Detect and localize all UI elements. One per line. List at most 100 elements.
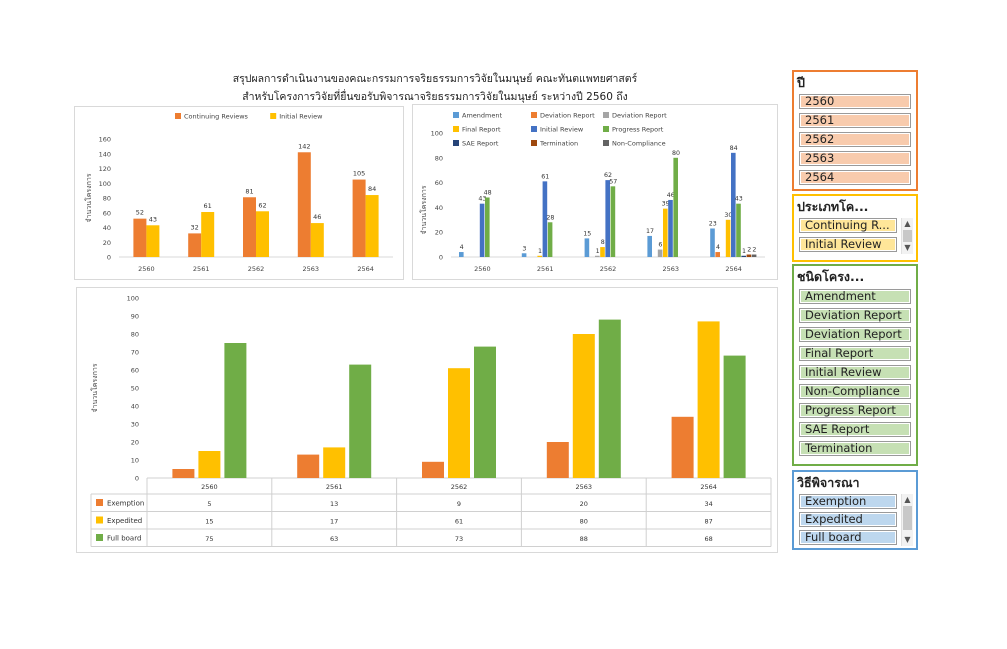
- table-row-label: Full board: [107, 535, 141, 543]
- y-tick-label: 40: [131, 403, 139, 411]
- slicer-kind-item-final[interactable]: Final Report: [799, 346, 911, 361]
- slicer-method-item-fullboard[interactable]: Full board: [799, 530, 897, 545]
- chart-review-type-panel[interactable]: 0 20 40 60 80 100 120 140 160 จำนวนโครงการ 2560 52 4…: [74, 106, 404, 280]
- bar-continuing-reviews: [297, 152, 311, 257]
- x-tick-label: 2561: [193, 265, 210, 273]
- slicer-type-item-initial[interactable]: Initial Review: [799, 237, 897, 252]
- bar-series-0: [459, 252, 464, 257]
- bar-exemption: [172, 469, 195, 478]
- x-tick-label: 2562: [600, 265, 617, 273]
- scroll-thumb[interactable]: [903, 506, 912, 530]
- data-label: 2: [747, 247, 751, 254]
- slicer-year-item-2564[interactable]: 2564: [799, 170, 911, 185]
- chart-method-panel[interactable]: 0 10 20 30 40 50 60 70 80 90 100 จำนวนโครงการ 2560 5 1…: [76, 287, 778, 553]
- slicer-kind-item-initial[interactable]: Initial Review: [799, 365, 911, 380]
- x-tick-label: 2562: [248, 265, 265, 273]
- y-tick-label: 80: [103, 195, 111, 203]
- scroll-thumb[interactable]: [903, 230, 912, 242]
- scroll-down-icon[interactable]: ▼: [904, 243, 911, 252]
- data-label: 80: [672, 150, 680, 157]
- slicer-year-item-2561[interactable]: 2561: [799, 113, 911, 128]
- table-row-label: Expedited: [107, 517, 142, 525]
- slicer-review-type[interactable]: ประเภทโค... Continuing R... Initial Revi…: [792, 194, 918, 262]
- y-tick-label: 100: [127, 295, 139, 303]
- bar-series-0: [647, 235, 652, 257]
- slicer-kind-item-noncompliance[interactable]: Non-Compliance: [799, 384, 911, 399]
- bar-series-3: [537, 255, 542, 257]
- data-label: 1: [596, 248, 600, 255]
- bar-exemption: [422, 461, 444, 478]
- data-label: 39: [662, 201, 670, 208]
- x-tick-label: 2562: [451, 483, 468, 491]
- y-tick-label: 10: [131, 457, 139, 465]
- slicer-kind-item-progress[interactable]: Progress Report: [799, 403, 911, 418]
- slicer-year[interactable]: ปี 2560 2561 2562 2563 2564: [792, 70, 918, 191]
- slicer-kind-item-amendment[interactable]: Amendment: [799, 289, 911, 304]
- table-cell: 9: [457, 500, 461, 508]
- table-cell: 88: [580, 535, 588, 543]
- slicer-year-title: ปี: [797, 75, 805, 90]
- legend-swatch: [603, 126, 609, 132]
- bar-series-0: [521, 253, 527, 257]
- bar-series-5: [610, 186, 616, 257]
- data-label: 84: [368, 185, 376, 193]
- bar-series-3: [600, 247, 605, 257]
- bar-initial-review: [310, 223, 324, 257]
- table-cell: 61: [455, 518, 463, 526]
- data-label: 4: [716, 244, 720, 251]
- bar-series-4: [542, 181, 548, 257]
- y-tick-label: 0: [135, 475, 139, 483]
- bar-initial-review: [146, 225, 160, 257]
- scroll-up-icon[interactable]: ▲: [904, 219, 911, 228]
- slicer-year-item-2563[interactable]: 2563: [799, 151, 911, 166]
- bar-exemption: [671, 416, 694, 478]
- x-tick-label: 2564: [700, 483, 717, 491]
- bar-series-3: [663, 208, 668, 257]
- slicer-year-item-2562[interactable]: 2562: [799, 132, 911, 147]
- y-tick-label: 120: [99, 165, 111, 173]
- data-label: 15: [583, 230, 591, 237]
- data-label: 17: [646, 228, 654, 235]
- x-tick-label: 2563: [303, 265, 320, 273]
- slicer-method-item-exemption[interactable]: Exemption: [799, 494, 897, 509]
- bar-exemption: [546, 442, 569, 478]
- slicer-type-scrollbar[interactable]: ▲ ▼: [901, 218, 913, 254]
- bar-series-0: [710, 228, 715, 257]
- legend-swatch: [453, 140, 459, 146]
- data-label: 48: [484, 189, 492, 196]
- slicer-project-kind[interactable]: ชนิดโครง... Amendment Deviation Report D…: [792, 264, 918, 466]
- slicer-method[interactable]: วิธีพิจารณา Exemption Expedited Full boa…: [792, 470, 918, 550]
- scroll-up-icon[interactable]: ▲: [904, 495, 911, 504]
- table-cell: 34: [704, 500, 712, 508]
- slicer-type-item-continuing[interactable]: Continuing R...: [799, 218, 897, 233]
- slicer-kind-item-termination[interactable]: Termination: [799, 441, 911, 456]
- slicer-kind-item-deviation-2[interactable]: Deviation Report: [799, 327, 911, 342]
- y-tick-label: 60: [131, 367, 139, 375]
- legend-swatch: [453, 112, 459, 118]
- legend-swatch: [603, 140, 609, 146]
- bar-full-board: [598, 319, 621, 478]
- table-cell: 17: [330, 518, 338, 526]
- y-tick-label: 60: [435, 179, 443, 187]
- legend-label: Amendment: [462, 112, 502, 120]
- slicer-method-scrollbar[interactable]: ▲ ▼: [901, 494, 913, 546]
- y-axis-title: จำนวนโครงการ: [419, 185, 428, 234]
- slicer-year-item-2560[interactable]: 2560: [799, 94, 911, 109]
- legend-swatch: [531, 112, 537, 118]
- table-cell: 13: [330, 500, 338, 508]
- y-tick-label: 80: [131, 331, 139, 339]
- chart-project-kind-panel[interactable]: 0 20 40 60 80 100 จำนวนโครงการ 2560 4 43 48 2561 3 1 6…: [412, 104, 778, 280]
- legend-swatch: [531, 126, 537, 132]
- slicer-kind-item-sae[interactable]: SAE Report: [799, 422, 911, 437]
- slicer-method-item-expedited[interactable]: Expedited: [799, 512, 897, 527]
- bar-series-5: [736, 203, 741, 257]
- slicer-kind-item-deviation-1[interactable]: Deviation Report: [799, 308, 911, 323]
- table-cell: 15: [205, 518, 213, 526]
- chart-review-type: 0 20 40 60 80 100 120 140 160 จำนวนโครงการ 2560 52 4…: [84, 113, 393, 273]
- table-cell: 75: [205, 535, 213, 543]
- legend-swatch: [603, 112, 609, 118]
- scroll-down-icon[interactable]: ▼: [904, 535, 911, 544]
- table-row-label: Exemption: [107, 500, 144, 508]
- bar-expedited: [323, 447, 346, 478]
